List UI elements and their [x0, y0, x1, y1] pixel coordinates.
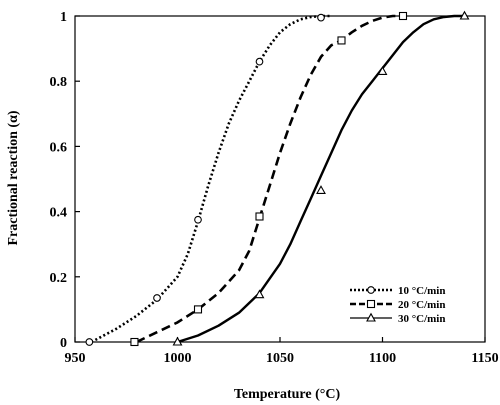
- legend-label-1: 10 °C/min: [398, 285, 446, 297]
- series-1-marker: [153, 294, 161, 302]
- series-3-marker: [172, 336, 183, 346]
- y-tick-label: 0: [60, 336, 67, 351]
- series-3-marker: [316, 185, 326, 194]
- series-2-marker: [255, 212, 264, 221]
- series-1-marker: [85, 338, 94, 346]
- legend-marker-2: [366, 299, 376, 309]
- x-tick-label: 950: [65, 351, 86, 366]
- y-tick-label: 1: [60, 10, 67, 25]
- series-1-marker: [255, 57, 264, 66]
- legend: 10 °C/min 20 °C/min 30 °C/min: [350, 285, 446, 325]
- series-2-marker: [337, 36, 346, 45]
- series-2-marker: [398, 11, 408, 21]
- x-tick-label: 1000: [164, 351, 192, 366]
- series-1-marker: [317, 13, 325, 22]
- series-3-marker: [254, 289, 265, 299]
- x-tick-label: 1150: [471, 351, 498, 366]
- series-2-marker: [193, 305, 203, 314]
- markers-layer: [85, 10, 470, 347]
- x-axis-title: Temperature (°C): [234, 387, 341, 402]
- y-tick-label: 0.8: [50, 75, 68, 90]
- legend-marker-3: [366, 312, 376, 322]
- x-tick-label: 1050: [266, 351, 294, 366]
- series-1-marker: [194, 215, 202, 224]
- legend-label-2: 20 °C/min: [398, 299, 446, 311]
- series-2-marker: [130, 337, 139, 347]
- y-axis-title: Fractional reaction (α): [6, 110, 21, 245]
- y-tick-label: 0.4: [50, 206, 68, 221]
- series-line-1: [90, 14, 332, 344]
- y-tick-label: 0.2: [50, 271, 68, 286]
- x-tick-label: 1100: [369, 351, 396, 366]
- series-3-marker: [377, 66, 388, 75]
- y-tick-label: 0.6: [50, 140, 68, 155]
- legend-marker-1: [367, 286, 375, 294]
- x-axis-ticks: 950 1000 1050 1100 1150: [65, 337, 499, 366]
- series-3-marker: [459, 10, 470, 20]
- series-line-2: [135, 14, 403, 344]
- legend-label-3: 30 °C/min: [398, 313, 446, 325]
- y-axis-ticks: 0 0.2 0.4 0.6 0.8 1: [50, 10, 80, 351]
